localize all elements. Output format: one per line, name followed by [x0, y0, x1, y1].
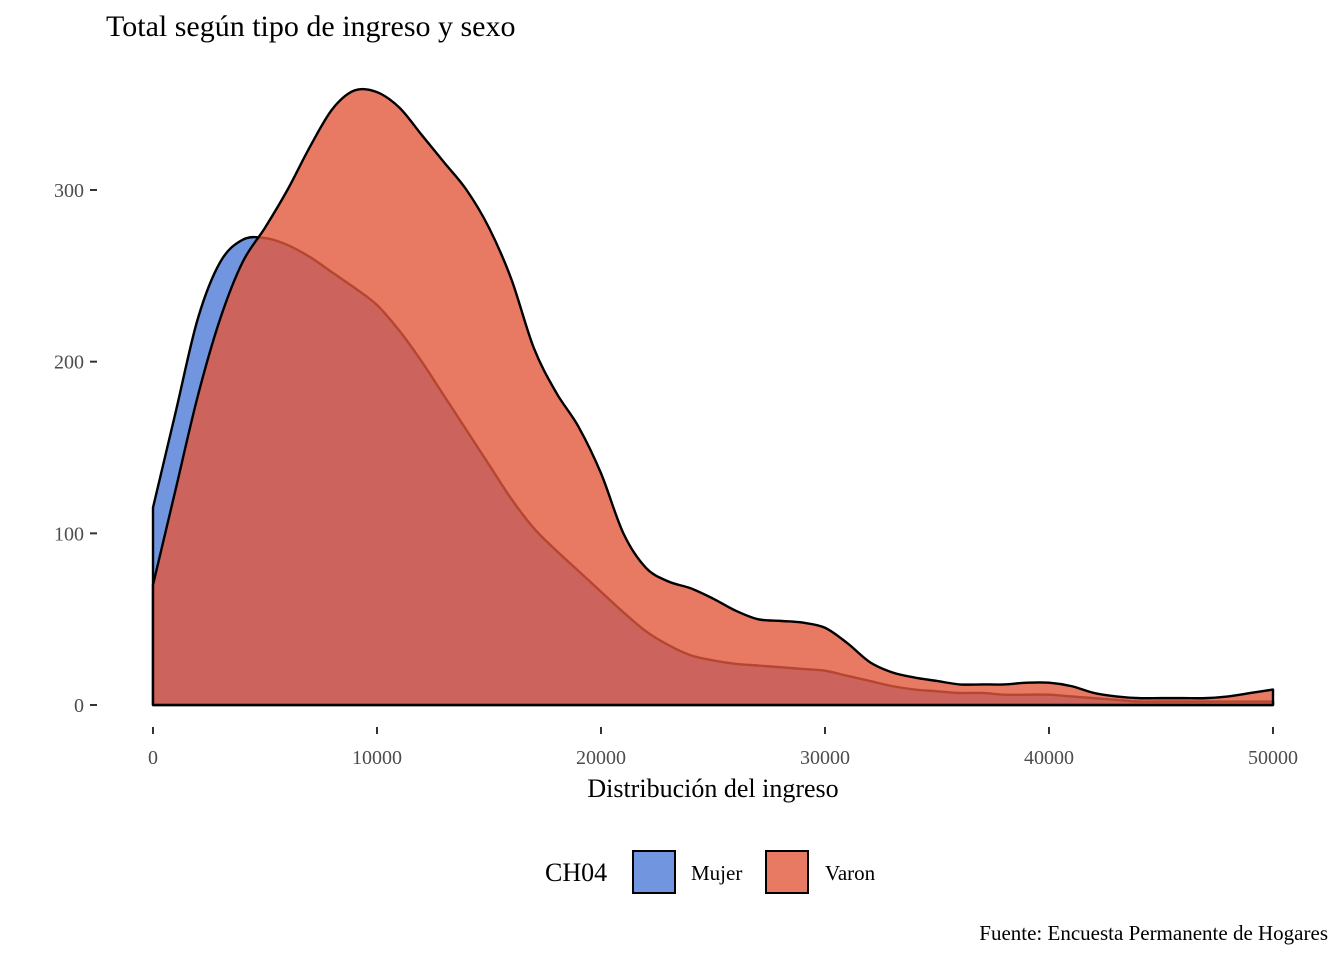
x-axis-title: Distribución del ingreso: [587, 774, 838, 803]
legend-label-varon: Varon: [825, 861, 876, 885]
x-tick-label-0: 0: [148, 747, 158, 769]
y-tick-label-0: 0: [74, 695, 84, 717]
chart-caption: Fuente: Encuesta Permanente de Hogares: [979, 921, 1328, 945]
legend-label-mujer: Mujer: [691, 861, 742, 885]
x-tick-label-10000: 10000: [352, 747, 402, 769]
y-tick-label-200: 200: [54, 352, 84, 374]
density-area-varon: [151, 87, 1275, 707]
y-tick-label-300: 300: [54, 180, 84, 202]
x-tick-label-50000: 50000: [1248, 747, 1298, 769]
series-layer: [151, 87, 1275, 707]
legend-title: CH04: [545, 858, 607, 887]
x-tick-label-30000: 30000: [800, 747, 850, 769]
y-tick-label-100: 100: [54, 523, 84, 545]
y-axis: 0 100 200 300: [54, 180, 97, 717]
legend-swatch-varon: [765, 850, 809, 894]
legend-swatch-mujer: [632, 850, 676, 894]
x-tick-label-40000: 40000: [1024, 747, 1074, 769]
x-axis: 0 10000 20000 30000 40000 50000: [148, 727, 1298, 769]
x-tick-label-20000: 20000: [576, 747, 626, 769]
chart-title: Total según tipo de ingreso y sexo: [106, 10, 516, 43]
legend: CH04 Mujer Varon: [545, 850, 876, 894]
